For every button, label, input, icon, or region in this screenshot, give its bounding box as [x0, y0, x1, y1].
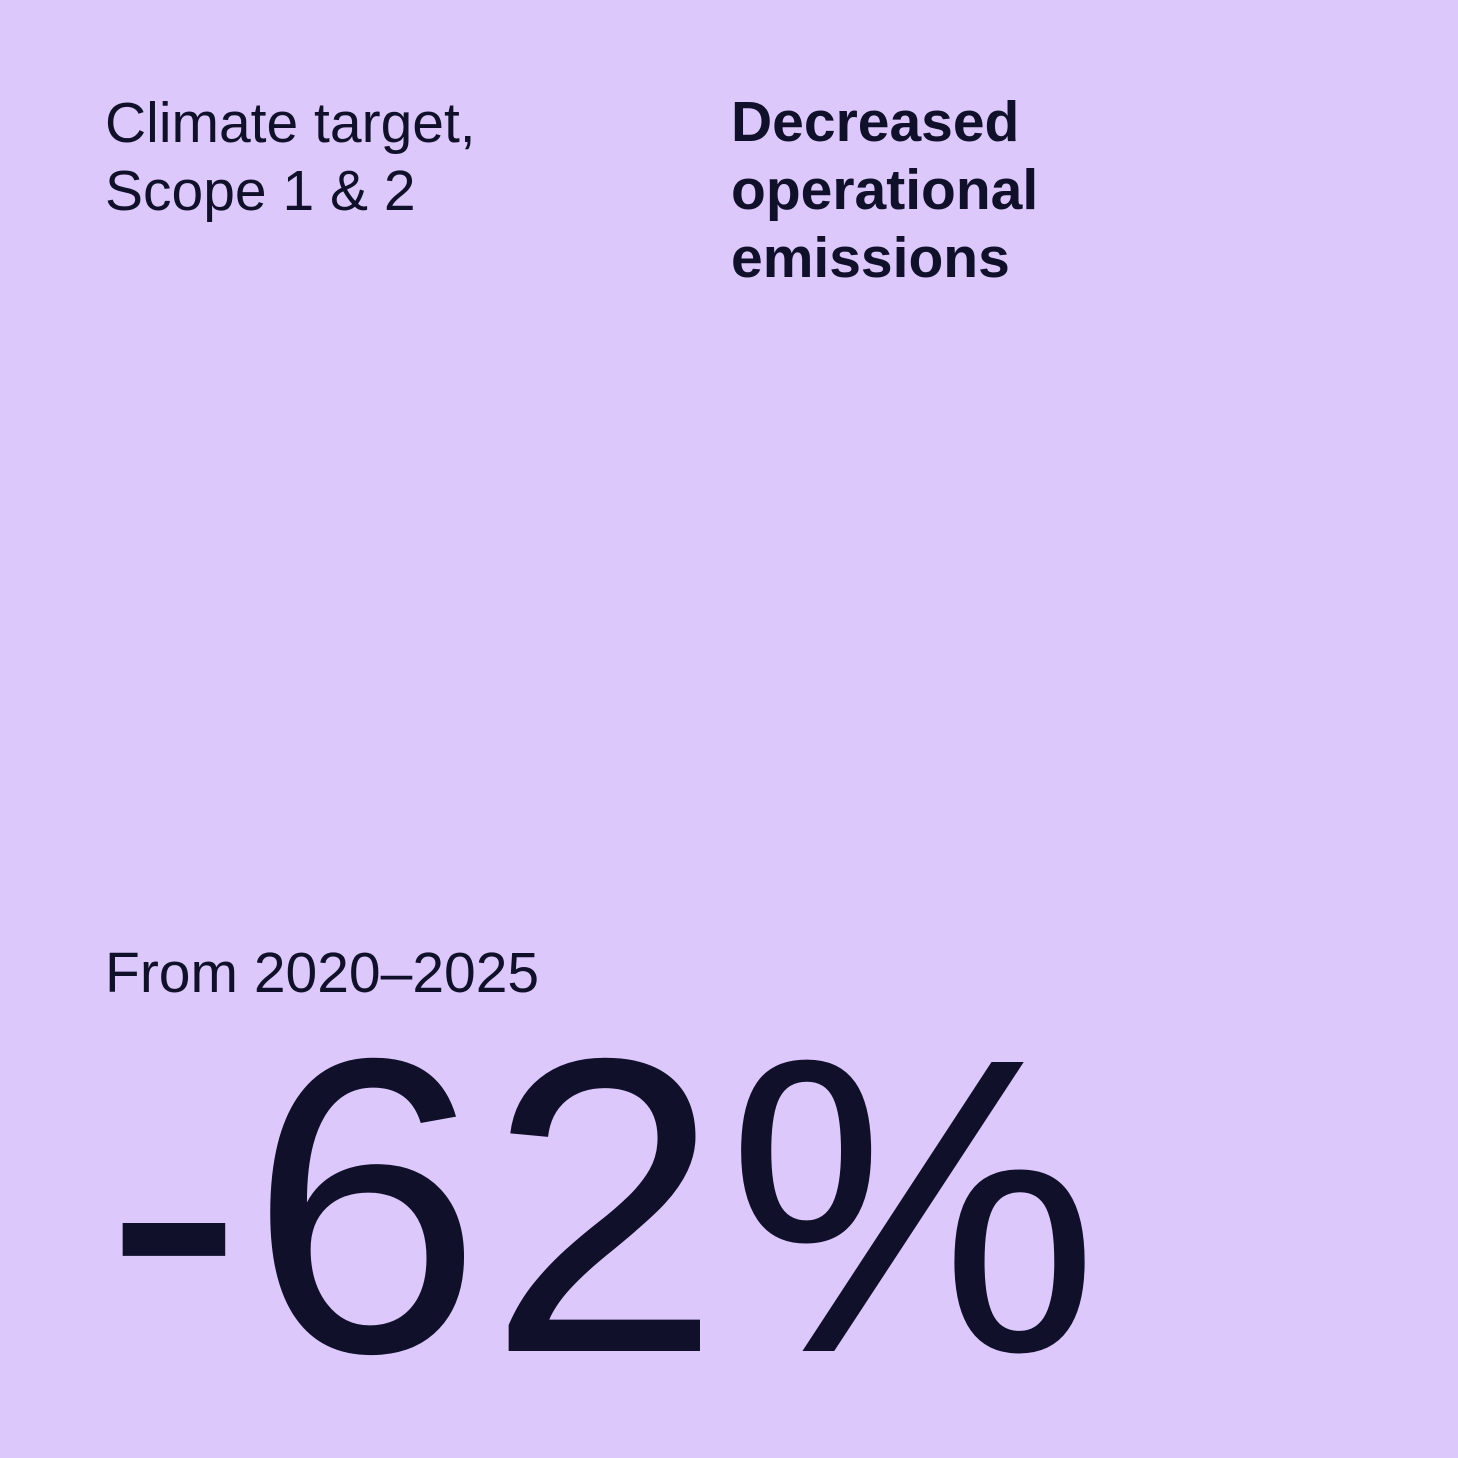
- stat-caption: From 2020–2025: [105, 941, 540, 1005]
- card-label: Climate target, Scope 1 & 2: [105, 91, 476, 224]
- card-title: Decreased operational emissions: [731, 90, 1039, 290]
- stat-value: -62%: [104, 972, 1105, 1441]
